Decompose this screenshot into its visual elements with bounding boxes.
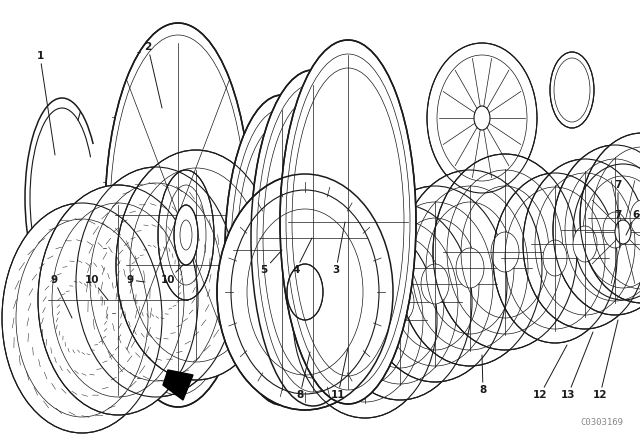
Text: C0303169: C0303169 — [580, 418, 623, 426]
Text: 7: 7 — [614, 180, 621, 228]
Ellipse shape — [116, 150, 276, 380]
Ellipse shape — [105, 23, 251, 407]
Text: 5: 5 — [260, 250, 282, 275]
Text: 4: 4 — [292, 238, 312, 275]
Ellipse shape — [427, 43, 537, 193]
Text: 5: 5 — [0, 447, 1, 448]
Ellipse shape — [287, 264, 323, 320]
Ellipse shape — [421, 264, 449, 304]
Ellipse shape — [351, 300, 379, 340]
Text: 12: 12 — [593, 320, 618, 400]
Text: 13: 13 — [0, 447, 1, 448]
Ellipse shape — [76, 167, 236, 397]
Text: 8: 8 — [296, 352, 310, 400]
Ellipse shape — [2, 203, 162, 433]
Ellipse shape — [550, 52, 594, 128]
Text: 7: 7 — [614, 210, 621, 248]
Ellipse shape — [217, 174, 393, 410]
Text: 12: 12 — [532, 345, 567, 400]
Ellipse shape — [573, 226, 597, 262]
Ellipse shape — [603, 212, 627, 248]
Ellipse shape — [158, 170, 214, 300]
Ellipse shape — [293, 222, 437, 418]
Ellipse shape — [543, 240, 567, 276]
Text: 3: 3 — [332, 222, 345, 275]
Ellipse shape — [38, 185, 198, 415]
Ellipse shape — [398, 170, 542, 366]
Ellipse shape — [580, 133, 640, 303]
Text: 8: 8 — [479, 355, 486, 395]
Ellipse shape — [456, 248, 484, 288]
Ellipse shape — [174, 205, 198, 265]
Ellipse shape — [328, 204, 472, 400]
Text: 13: 13 — [561, 332, 593, 400]
Text: 10: 10 — [161, 265, 183, 285]
Text: 4: 4 — [0, 447, 1, 448]
Text: 9: 9 — [51, 275, 72, 318]
Text: 6: 6 — [626, 210, 639, 235]
Text: 2: 2 — [145, 42, 162, 108]
Ellipse shape — [493, 173, 617, 343]
Ellipse shape — [573, 164, 640, 300]
Ellipse shape — [433, 154, 577, 350]
Ellipse shape — [280, 40, 416, 404]
Ellipse shape — [553, 145, 640, 315]
Text: 1: 1 — [36, 51, 55, 155]
Ellipse shape — [491, 232, 519, 272]
Ellipse shape — [386, 282, 414, 322]
Text: 9: 9 — [127, 275, 145, 285]
Ellipse shape — [363, 186, 507, 382]
Ellipse shape — [225, 95, 339, 405]
Text: 14: 14 — [0, 447, 1, 448]
Text: 11: 11 — [331, 348, 348, 400]
Ellipse shape — [630, 200, 640, 236]
Ellipse shape — [474, 106, 490, 130]
Ellipse shape — [523, 159, 640, 329]
Ellipse shape — [615, 220, 631, 244]
Polygon shape — [163, 370, 193, 400]
Ellipse shape — [251, 70, 375, 406]
Text: 10: 10 — [84, 275, 108, 300]
